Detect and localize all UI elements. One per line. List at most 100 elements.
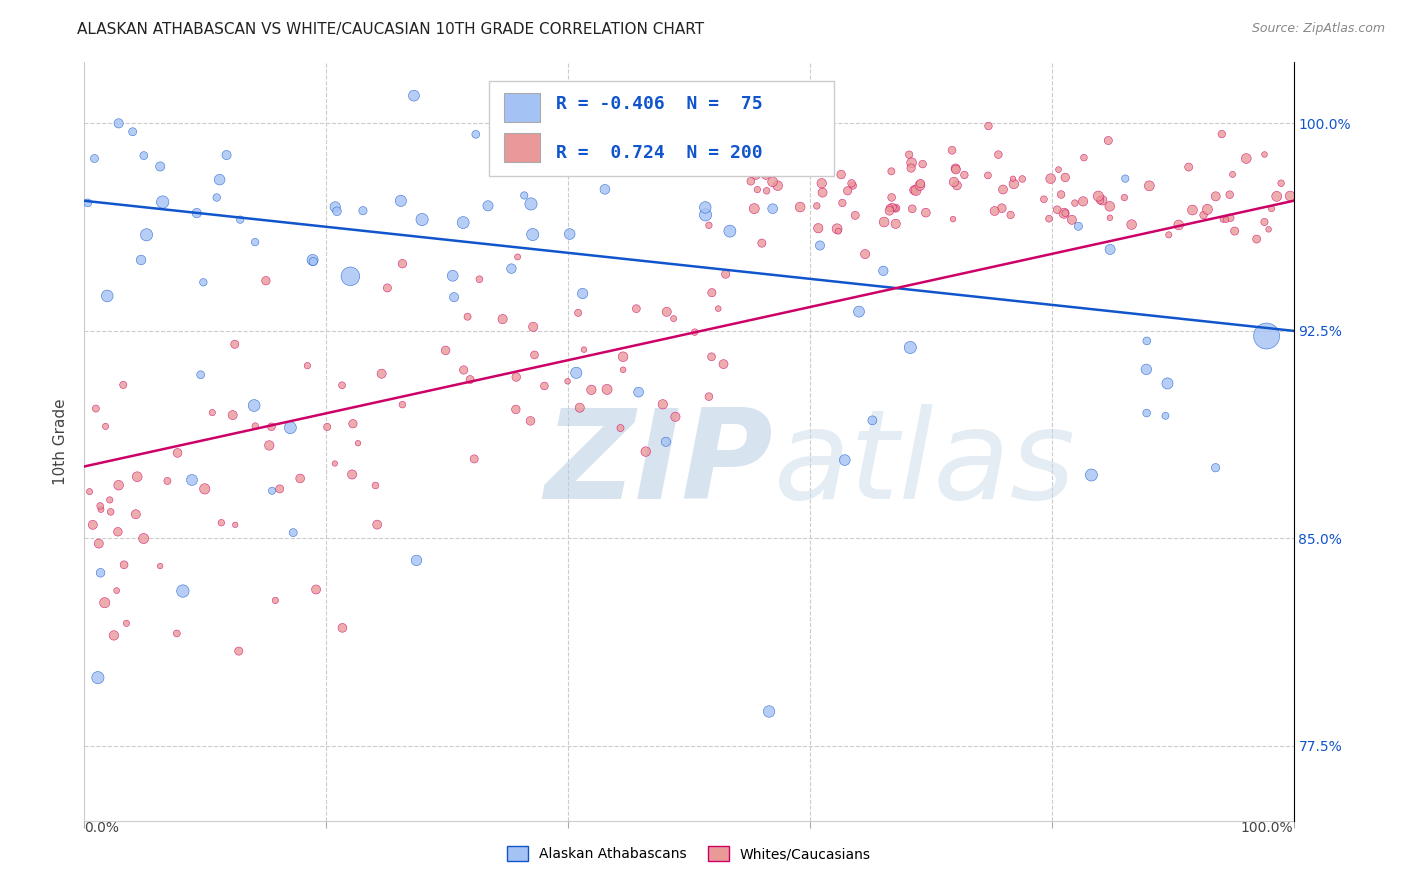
Point xyxy=(1222,168,1244,182)
Point xyxy=(391,398,413,412)
Point xyxy=(1265,189,1288,203)
Point xyxy=(825,221,848,235)
Point xyxy=(105,583,128,598)
Point xyxy=(100,505,122,519)
Point xyxy=(1053,206,1076,220)
Point xyxy=(790,161,813,175)
Point xyxy=(806,199,828,213)
Point xyxy=(662,311,685,326)
Point xyxy=(766,178,789,193)
Point xyxy=(1063,196,1085,211)
Point xyxy=(243,235,266,249)
Point xyxy=(626,301,648,316)
Point xyxy=(1205,189,1227,203)
Point xyxy=(900,155,922,169)
Point xyxy=(288,471,311,485)
Point xyxy=(884,217,907,231)
Point xyxy=(501,261,523,276)
Point xyxy=(945,162,967,177)
Point xyxy=(1215,212,1237,227)
Point xyxy=(364,478,387,492)
Point xyxy=(911,157,934,171)
Point xyxy=(1098,199,1121,213)
Point xyxy=(827,224,849,238)
Point xyxy=(718,224,741,238)
Point xyxy=(443,290,465,304)
Point xyxy=(297,359,319,373)
Point xyxy=(1114,171,1136,186)
Point xyxy=(520,197,543,211)
Point xyxy=(228,644,250,658)
Point xyxy=(1167,218,1189,232)
Point xyxy=(1002,177,1025,191)
Point xyxy=(1177,160,1199,174)
Point xyxy=(1046,202,1069,217)
Point xyxy=(193,275,215,289)
Point xyxy=(873,215,896,229)
Point xyxy=(1038,211,1060,226)
Point xyxy=(983,204,1005,219)
Point xyxy=(1060,212,1083,227)
Point xyxy=(121,125,143,139)
Point xyxy=(347,436,370,450)
Point xyxy=(884,201,907,215)
Point xyxy=(697,390,720,404)
Point xyxy=(1181,202,1204,217)
Point xyxy=(259,438,281,452)
Point xyxy=(1050,187,1073,202)
Point xyxy=(848,304,870,318)
Point xyxy=(837,184,859,198)
Point xyxy=(1212,212,1234,227)
Point xyxy=(1136,406,1159,420)
Point xyxy=(405,553,427,567)
Point xyxy=(181,473,204,487)
Point xyxy=(879,201,901,215)
Point xyxy=(714,267,737,281)
Point xyxy=(609,421,631,435)
Point xyxy=(280,420,302,434)
Point xyxy=(221,408,243,422)
Point xyxy=(593,182,616,196)
Point xyxy=(804,160,827,174)
Point xyxy=(1137,178,1160,193)
Point xyxy=(834,453,856,467)
FancyBboxPatch shape xyxy=(503,133,540,161)
Point xyxy=(700,350,723,364)
Point xyxy=(107,478,129,492)
Point xyxy=(522,227,544,242)
Point xyxy=(1039,171,1062,186)
Point xyxy=(201,406,224,420)
Point xyxy=(810,176,832,190)
Point xyxy=(1121,218,1143,232)
Point xyxy=(1054,206,1077,220)
Point xyxy=(904,184,927,198)
Point xyxy=(991,182,1014,196)
Point xyxy=(596,383,619,397)
Point xyxy=(831,196,853,211)
Point xyxy=(477,199,499,213)
Point xyxy=(1156,376,1178,391)
Point xyxy=(523,348,546,362)
Point xyxy=(332,621,354,635)
Point xyxy=(370,367,392,381)
Point xyxy=(82,517,104,532)
Point xyxy=(880,190,903,204)
Point xyxy=(326,204,349,219)
Point xyxy=(1067,219,1090,234)
FancyBboxPatch shape xyxy=(489,81,834,177)
Point xyxy=(977,119,1000,133)
Point xyxy=(1256,329,1278,343)
Point xyxy=(1257,222,1279,236)
Point xyxy=(453,363,475,377)
Point xyxy=(149,559,172,574)
Point xyxy=(1192,208,1215,222)
Point xyxy=(634,444,657,458)
Point xyxy=(107,524,129,539)
Point xyxy=(778,141,800,155)
Point xyxy=(1211,127,1233,141)
Point xyxy=(741,141,763,155)
Point xyxy=(94,419,117,434)
Point xyxy=(93,596,115,610)
Point xyxy=(1114,190,1136,204)
Point xyxy=(112,558,135,572)
